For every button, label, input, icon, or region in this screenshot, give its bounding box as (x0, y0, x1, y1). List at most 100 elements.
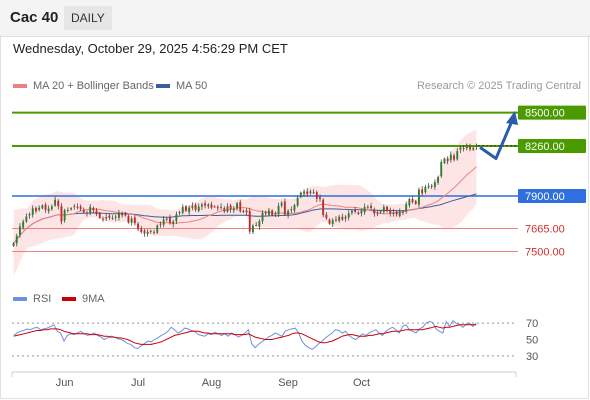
candle-body (207, 204, 210, 207)
candle-body (373, 209, 376, 214)
candle-body (172, 221, 175, 225)
candle-body (258, 220, 261, 227)
candle-body (133, 217, 136, 224)
ma9-swatch-icon (62, 297, 76, 301)
candle-body (465, 144, 468, 149)
candle-body (325, 214, 328, 219)
candle-body (255, 225, 258, 226)
candle-body (264, 212, 267, 214)
candle-body (239, 202, 242, 212)
candle-body (331, 220, 334, 224)
candle-body (95, 210, 98, 215)
candle-body (261, 212, 264, 222)
credit-text: Research © 2025 Trading Central (416, 80, 581, 92)
candle-body (194, 204, 197, 210)
candle-body (201, 204, 203, 207)
candle-body (245, 210, 248, 213)
level-label-7500: 7500.00 (525, 246, 565, 258)
candle-body (130, 218, 133, 223)
candle-body (185, 206, 187, 211)
candle-body (449, 154, 452, 161)
candle-body (395, 212, 398, 215)
candle-body (165, 218, 168, 220)
rsi-tick-label-50: 50 (526, 335, 538, 347)
candle-body (398, 211, 401, 217)
x-tick-label-aug: Aug (202, 377, 222, 389)
candle-body (248, 210, 251, 232)
candle-body (66, 209, 69, 211)
level-label-8260: 8260.00 (525, 141, 565, 153)
candle-body (430, 185, 433, 187)
candle-body (204, 203, 206, 206)
candle-body (82, 210, 85, 213)
candle-body (354, 209, 357, 212)
candle-body (70, 208, 72, 210)
x-tick-label-sep: Sep (278, 377, 298, 389)
legend-ma50-label: MA 50 (176, 80, 208, 92)
candle-body (47, 208, 50, 212)
candle-body (63, 210, 66, 221)
candle-body (60, 206, 63, 222)
candle-body (293, 205, 296, 211)
ma50-swatch-icon (156, 84, 170, 88)
candle-body (274, 213, 277, 215)
candle-body (351, 210, 353, 213)
candle-body (290, 209, 293, 211)
candle-body (424, 186, 427, 193)
candle-body (54, 199, 56, 206)
rsi-swatch-icon (13, 297, 27, 301)
candle-body (370, 205, 372, 209)
candle-body (408, 199, 411, 206)
candle-body (216, 207, 219, 209)
candle-body (31, 208, 34, 215)
candle-body (98, 213, 101, 218)
candle-body (73, 206, 76, 208)
forecast-arrow (479, 120, 514, 160)
candle-body (226, 206, 229, 212)
candle-body (15, 235, 18, 244)
x-tick-label-oct: Oct (353, 377, 370, 389)
candle-body (309, 191, 312, 193)
candle-body (146, 232, 149, 234)
x-tick-label-jul: Jul (131, 377, 145, 389)
candle-body (341, 216, 344, 220)
candle-body (159, 223, 162, 225)
candle-body (181, 206, 184, 213)
candle-body (169, 217, 171, 224)
candle-body (124, 214, 127, 216)
candle-body (427, 186, 430, 188)
instrument-title: Cac 40 (10, 9, 59, 26)
candle-body (140, 229, 143, 233)
candle-body (213, 206, 216, 208)
candle-body (121, 212, 124, 216)
candle-body (405, 204, 408, 212)
candle-body (434, 182, 436, 187)
level-tag-8260 (518, 138, 586, 153)
legend-9ma-label: 9MA (82, 293, 105, 305)
candle-body (344, 216, 347, 219)
candle-body (287, 210, 289, 216)
candle-body (402, 211, 404, 213)
candle-body (149, 230, 152, 232)
candle-body (188, 207, 191, 213)
candle-body (296, 197, 299, 206)
legend-ma20-label: MA 20 + Bollinger Bands (33, 80, 154, 92)
candle-body (197, 206, 200, 211)
candle-body (437, 177, 439, 183)
candle-body (210, 204, 213, 208)
candle-body (38, 207, 41, 210)
legend-rsi-label: RSI (33, 293, 52, 305)
candle-body (280, 202, 283, 206)
candle-body (283, 201, 286, 215)
candle-body (178, 212, 181, 214)
candle-body (303, 191, 305, 194)
level-tag-7900 (518, 188, 586, 203)
candle-body (229, 205, 232, 210)
candle-body (392, 212, 395, 215)
timeframe-badge[interactable]: DAILY (64, 6, 112, 30)
legend-rsi: RSI (13, 293, 51, 305)
candle-body (443, 158, 446, 164)
candle-body (312, 192, 315, 194)
candle-body (41, 205, 44, 209)
